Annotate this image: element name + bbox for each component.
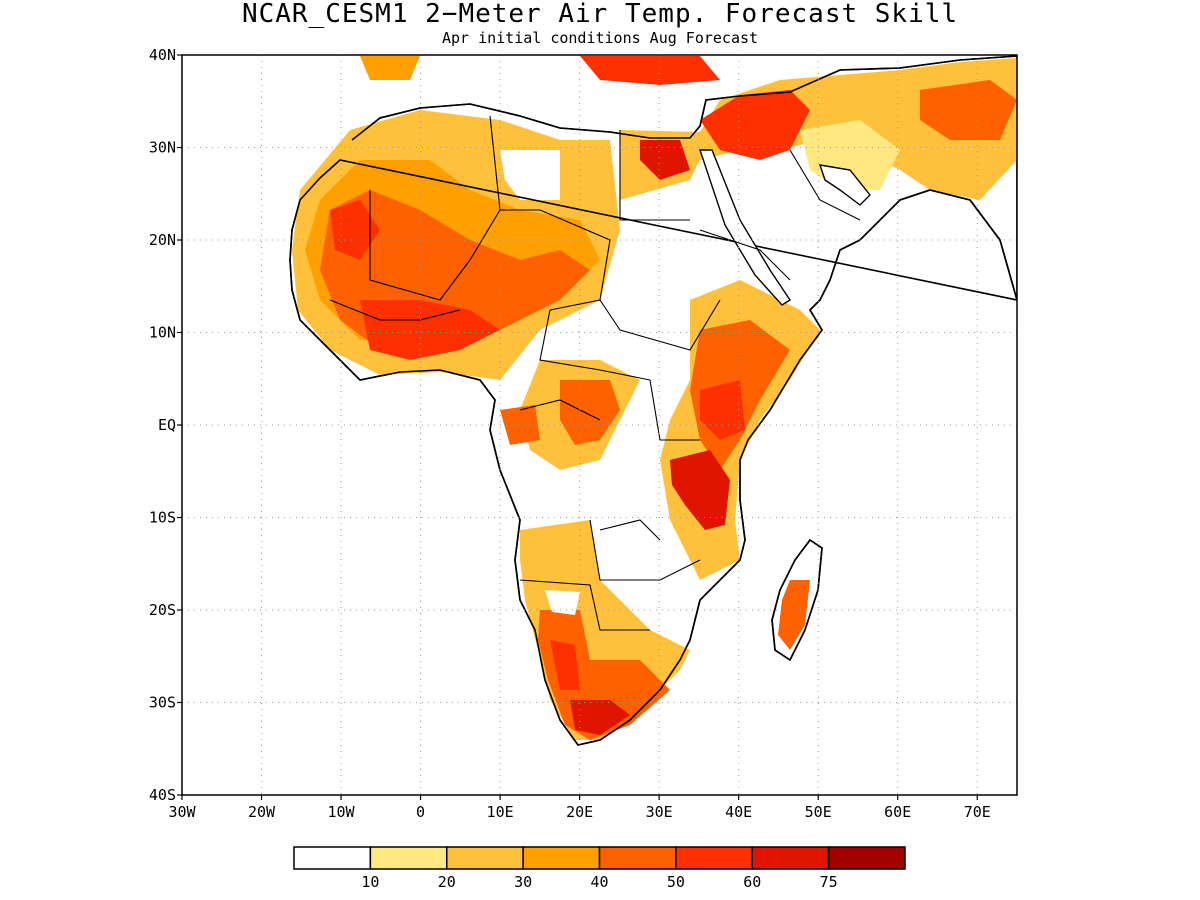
persian-gulf — [818, 164, 871, 206]
lon-label: 30W — [168, 803, 196, 821]
lat-label: 20N — [149, 231, 176, 249]
lon-label: 40E — [725, 803, 752, 821]
skill-shading — [292, 56, 1017, 740]
skill-region — [330, 200, 380, 260]
colorbar-swatch — [293, 846, 372, 870]
colorbar-label: 60 — [743, 873, 761, 891]
lat-label: 30S — [149, 694, 176, 712]
lat-label: 30N — [149, 139, 176, 157]
lon-label: 30E — [646, 803, 673, 821]
colorbar-swatch — [446, 846, 524, 870]
colorbar — [293, 846, 906, 870]
colorbar-label: 75 — [820, 873, 838, 891]
skill-region — [700, 380, 745, 440]
axis-ticks — [177, 54, 978, 800]
colorbar-swatch — [675, 846, 753, 870]
colorbar-label: 20 — [438, 873, 456, 891]
lon-label: 20W — [248, 803, 276, 821]
longitude-labels: 30W 20W 10W 0 10E 20E 30E 40E 50E 60E 70E — [168, 803, 990, 821]
skill-region — [920, 80, 1017, 140]
map-subtitle: Apr initial conditions Aug Forecast — [441, 29, 759, 47]
skill-region — [500, 405, 540, 445]
skill-region — [580, 56, 720, 85]
madagascar-outline — [771, 538, 823, 662]
lon-label: 50E — [805, 803, 832, 821]
lon-label: 70E — [964, 803, 991, 821]
skill-region — [500, 150, 560, 200]
skill-region — [700, 90, 810, 160]
colorbar-swatch — [598, 846, 677, 870]
colorbar-label: 30 — [514, 873, 532, 891]
latitude-labels: 40N 30N 20N 10N EQ 10S 20S 30S 40S — [149, 46, 176, 804]
map-title: NCAR_CESM1 2−Meter Air Temp. Forecast Sk… — [241, 0, 959, 29]
colorbar-label: 40 — [590, 873, 608, 891]
skill-region — [538, 610, 670, 740]
lat-label: 20S — [149, 601, 176, 619]
lon-label: 0 — [416, 803, 425, 821]
colorbar-label: 50 — [667, 873, 685, 891]
lon-label: 10W — [328, 803, 356, 821]
colorbar-swatch — [369, 846, 448, 870]
skill-region — [640, 140, 690, 180]
lat-label: 10S — [149, 509, 176, 527]
colorbar-swatch — [827, 846, 906, 870]
skill-field — [289, 55, 1017, 746]
skill-region — [778, 580, 810, 650]
country-borders — [329, 115, 861, 631]
skill-region — [545, 590, 580, 615]
lat-label: 40S — [149, 786, 176, 804]
skill-region — [550, 640, 580, 690]
skill-region — [360, 56, 420, 80]
colorbar-swatch — [751, 846, 830, 870]
lon-label: 10E — [487, 803, 514, 821]
lon-label: 20E — [566, 803, 593, 821]
coastline — [289, 55, 1017, 746]
skill-region — [360, 300, 500, 360]
skill-region — [570, 700, 630, 735]
lon-label: 60E — [884, 803, 911, 821]
lat-label: 40N — [149, 46, 176, 64]
colorbar-labels: 10 20 30 40 50 60 75 — [361, 873, 837, 891]
lat-label: EQ — [158, 416, 176, 434]
colorbar-label: 10 — [361, 873, 379, 891]
lat-label: 10N — [149, 324, 176, 342]
colorbar-swatch — [522, 846, 601, 870]
skill-region — [560, 380, 620, 445]
skill-region — [670, 450, 730, 530]
